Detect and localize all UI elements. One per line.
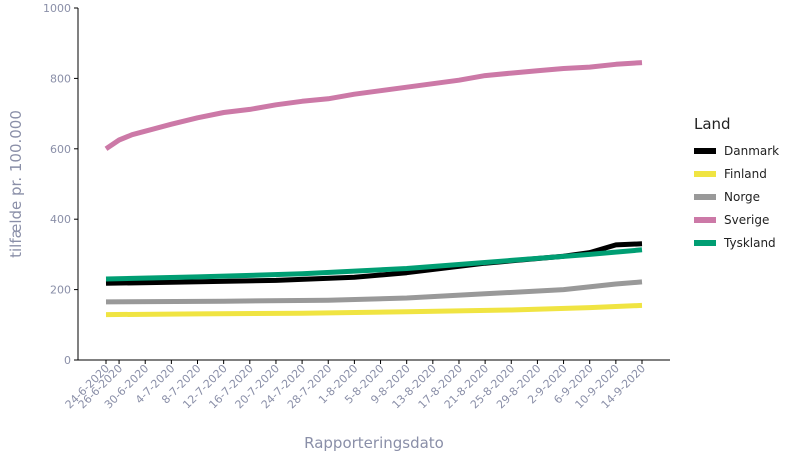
legend-title: Land [694,115,731,133]
y-tick-label: 400 [50,213,71,226]
y-axis-ticks: 0 200 400 600 800 1000 [43,2,78,367]
y-tick-label: 1000 [43,2,71,15]
legend-label-sverige: Sverige [724,213,769,227]
legend: Land Danmark Finland Norge Sverige Tyskland [694,115,779,250]
y-axis-title: tilfælde pr. 100.000 [7,110,25,258]
series-line-sverige [104,60,643,151]
series-lines [104,60,643,318]
plot-area: 0 200 400 600 800 1000 24-6-202026-6-202030-6… [43,2,670,411]
y-tick-label: 200 [50,284,71,297]
y-tick-label: 800 [50,72,71,85]
series-line-norge [105,279,643,305]
legend-label-finland: Finland [724,167,767,181]
x-axis-title: Rapporteringsdato [304,434,444,452]
series-line-finland [105,302,643,318]
legend-label-danmark: Danmark [724,144,779,158]
series-line-tyskland [105,247,643,282]
x-axis-ticks: 24-6-202026-6-202030-6-20204-7-20208-7-2… [63,360,648,411]
legend-label-norge: Norge [724,190,760,204]
legend-label-tyskland: Tyskland [723,236,776,250]
y-tick-label: 600 [50,143,71,156]
y-tick-label: 0 [64,354,71,367]
